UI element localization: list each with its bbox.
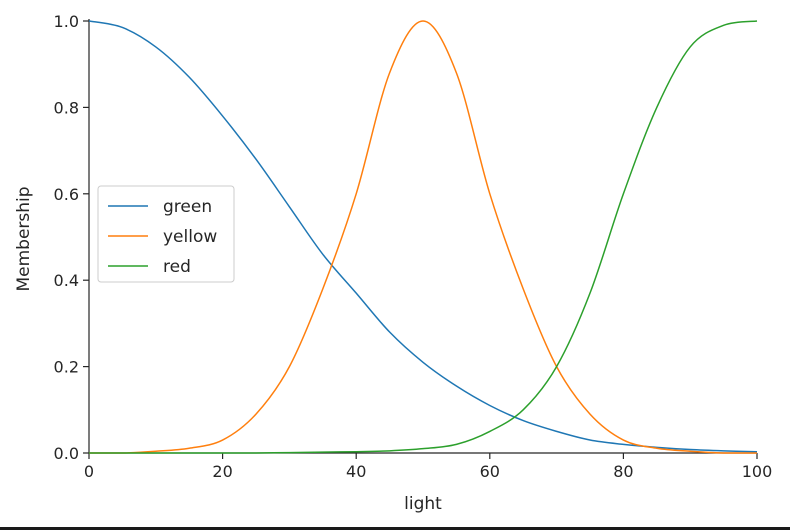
legend: green yellow red: [97, 185, 235, 283]
y-tick-label: 0.4: [54, 271, 79, 290]
y-tick-label: 0.2: [54, 358, 79, 377]
x-tick-label: 20: [212, 462, 232, 481]
legend-label-yellow: yellow: [163, 227, 217, 247]
y-tick-label: 0.0: [54, 444, 79, 463]
x-tick-label: 100: [742, 462, 773, 481]
y-axis-ticks: 0.0 0.2 0.4 0.6 0.8 1.0: [54, 12, 89, 463]
y-tick-label: 0.6: [54, 185, 79, 204]
y-tick-label: 0.8: [54, 98, 79, 117]
y-axis-label: Membership: [14, 186, 34, 291]
y-tick-label: 1.0: [54, 12, 79, 31]
legend-box: [97, 185, 235, 283]
x-tick-label: 60: [480, 462, 500, 481]
x-axis-label: light: [404, 494, 442, 514]
bottom-border: [0, 527, 790, 530]
x-axis-ticks: 0 20 40 60 80 100: [84, 453, 772, 481]
legend-label-green: green: [163, 197, 212, 217]
x-tick-label: 0: [84, 462, 94, 481]
series-line-red: [89, 20, 758, 454]
x-tick-label: 80: [613, 462, 633, 481]
x-tick-label: 40: [346, 462, 366, 481]
series-line-yellow: [89, 20, 757, 454]
series-lines: [88, 20, 758, 454]
legend-label-red: red: [163, 257, 191, 277]
